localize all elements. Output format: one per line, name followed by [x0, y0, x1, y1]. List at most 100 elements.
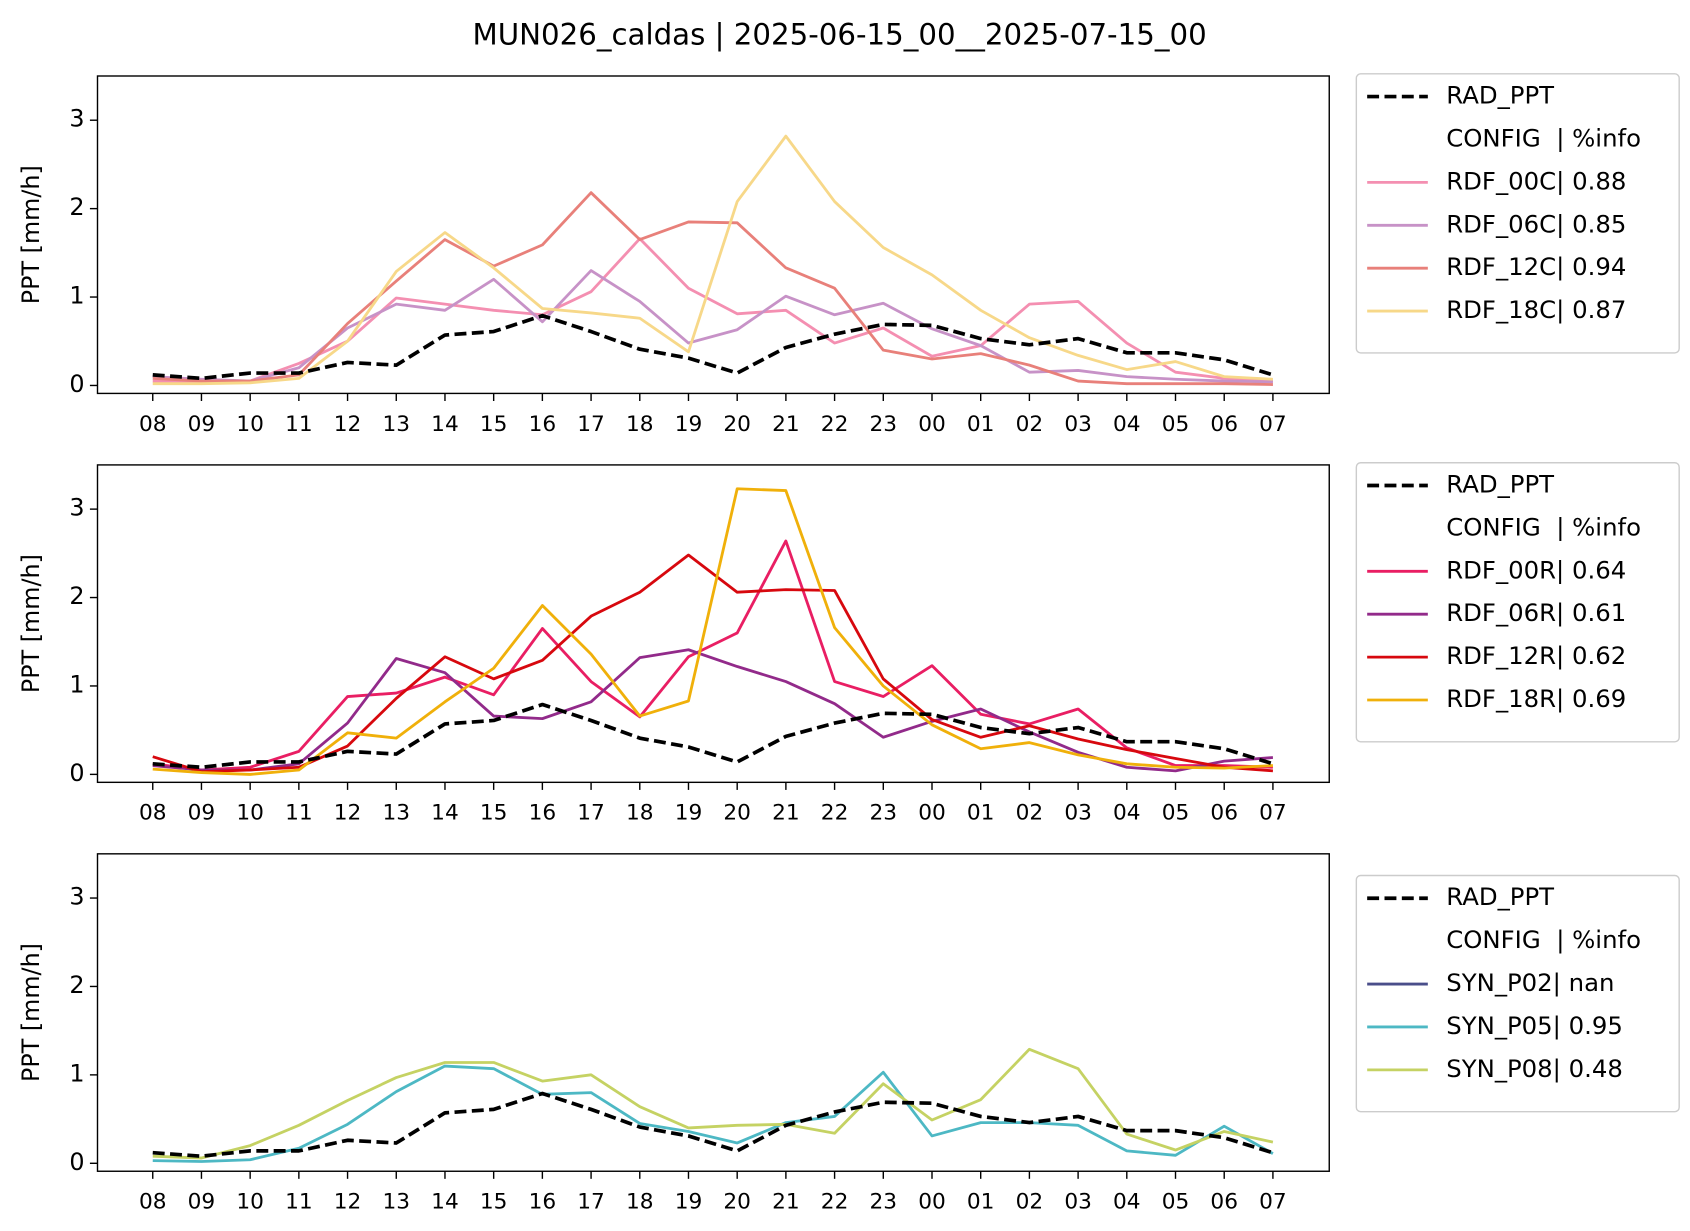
x-tick-label: 11 — [285, 1190, 313, 1215]
x-tick-label: 00 — [918, 412, 946, 437]
x-tick-label: 06 — [1210, 801, 1238, 826]
y-tick-label: 2 — [69, 582, 84, 610]
x-tick-label: 00 — [918, 801, 946, 826]
x-tick-label: 22 — [821, 412, 849, 437]
x-tick-label: 02 — [1016, 801, 1044, 826]
x-tick-label: 17 — [577, 801, 605, 826]
legend-label: RDF_06R| 0.61 — [1446, 598, 1626, 627]
x-tick-label: 08 — [139, 412, 167, 437]
legend-label: RDF_00C| 0.88 — [1446, 166, 1626, 195]
x-tick-label: 16 — [529, 412, 557, 437]
legend-label: RAD_PPT — [1446, 882, 1554, 911]
y-tick-label: 1 — [69, 282, 84, 310]
x-tick-label: 06 — [1210, 1190, 1238, 1215]
legend-label: SYN_P08| 0.48 — [1446, 1054, 1623, 1083]
x-tick-label: 05 — [1162, 412, 1190, 437]
x-tick-label: 05 — [1162, 1190, 1190, 1215]
y-tick-label: 2 — [69, 193, 84, 221]
x-tick-label: 07 — [1259, 412, 1287, 437]
x-tick-label: 01 — [967, 801, 995, 826]
x-tick-label: 14 — [431, 412, 459, 437]
y-tick-label: 3 — [69, 105, 84, 133]
series-line — [152, 648, 1274, 773]
x-tick-label: 13 — [382, 412, 410, 437]
x-tick-label: 00 — [918, 1190, 946, 1215]
series-line — [152, 1047, 1274, 1160]
x-tick-label: 14 — [431, 801, 459, 826]
x-tick-label: 01 — [967, 1190, 995, 1215]
series-line — [152, 269, 1273, 384]
x-tick-label: 15 — [480, 412, 508, 437]
x-tick-label: 19 — [675, 412, 703, 437]
x-tick-label: 20 — [723, 1190, 751, 1215]
y-axis-label: PPT [mm/h] — [17, 165, 45, 304]
x-tick-label: 07 — [1259, 801, 1287, 826]
x-tick-label: 18 — [626, 801, 654, 826]
y-tick-label: 2 — [69, 971, 84, 999]
series-line — [152, 191, 1273, 386]
x-tick-label: 12 — [334, 801, 362, 826]
x-tick-label: 06 — [1210, 412, 1238, 437]
legend-header: CONFIG | %info — [1446, 925, 1641, 954]
x-tick-label: 21 — [772, 412, 800, 437]
y-tick-label: 3 — [69, 494, 84, 522]
plot-frame — [96, 464, 1330, 784]
legend-label: RDF_06C| 0.85 — [1446, 209, 1626, 238]
x-tick-label: 18 — [626, 412, 654, 437]
series-line — [152, 134, 1273, 386]
plot-frame — [96, 853, 1330, 1172]
y-tick-label: 3 — [69, 883, 84, 911]
series-line — [152, 539, 1273, 772]
x-tick-label: 23 — [870, 412, 898, 437]
series-line — [152, 1091, 1274, 1159]
plot-frame — [96, 75, 1330, 395]
y-axis-label: PPT [mm/h] — [17, 943, 45, 1082]
legend-box — [1355, 874, 1680, 1113]
y-tick-label: 0 — [69, 370, 84, 398]
x-tick-label: 15 — [480, 1190, 508, 1215]
x-tick-label: 13 — [382, 801, 410, 826]
series-line — [152, 237, 1273, 384]
x-tick-label: 22 — [821, 801, 849, 826]
x-tick-label: 02 — [1016, 412, 1044, 437]
x-tick-label: 16 — [529, 1190, 557, 1215]
x-tick-label: 10 — [236, 1190, 264, 1215]
x-tick-label: 10 — [236, 412, 264, 437]
x-tick-label: 05 — [1162, 801, 1190, 826]
x-tick-label: 16 — [529, 801, 557, 826]
x-tick-label: 20 — [723, 801, 751, 826]
x-tick-label: 01 — [967, 412, 995, 437]
legend-box — [1355, 73, 1680, 354]
x-tick-label: 04 — [1113, 1190, 1141, 1215]
legend-label: RAD_PPT — [1446, 469, 1554, 498]
x-tick-label: 09 — [188, 412, 216, 437]
legend-label: RDF_12C| 0.94 — [1446, 252, 1626, 281]
x-tick-label: 15 — [480, 801, 508, 826]
x-tick-label: 23 — [870, 801, 898, 826]
x-tick-label: 04 — [1113, 801, 1141, 826]
series-line — [152, 313, 1274, 381]
legend-label: RAD_PPT — [1446, 81, 1554, 110]
x-tick-label: 11 — [285, 801, 313, 826]
x-tick-label: 08 — [139, 1190, 167, 1215]
legend-label: RDF_18R| 0.69 — [1446, 684, 1626, 713]
figure-title: MUN026_caldas | 2025-06-15_00__2025-07-1… — [472, 17, 1206, 52]
x-tick-label: 12 — [334, 412, 362, 437]
x-tick-label: 02 — [1016, 1190, 1044, 1215]
y-axis-label: PPT [mm/h] — [17, 554, 45, 693]
y-tick-label: 1 — [69, 670, 84, 698]
y-tick-label: 1 — [69, 1059, 84, 1087]
x-tick-label: 11 — [285, 412, 313, 437]
legend-box — [1355, 462, 1680, 743]
x-tick-label: 07 — [1259, 1190, 1287, 1215]
x-tick-label: 08 — [139, 801, 167, 826]
x-tick-label: 09 — [188, 801, 216, 826]
series-line — [152, 487, 1273, 776]
legend-header: CONFIG | %info — [1446, 123, 1641, 152]
x-tick-label: 09 — [188, 1190, 216, 1215]
x-tick-label: 21 — [772, 801, 800, 826]
legend-label: RDF_18C| 0.87 — [1446, 295, 1626, 324]
x-tick-label: 18 — [626, 1190, 654, 1215]
